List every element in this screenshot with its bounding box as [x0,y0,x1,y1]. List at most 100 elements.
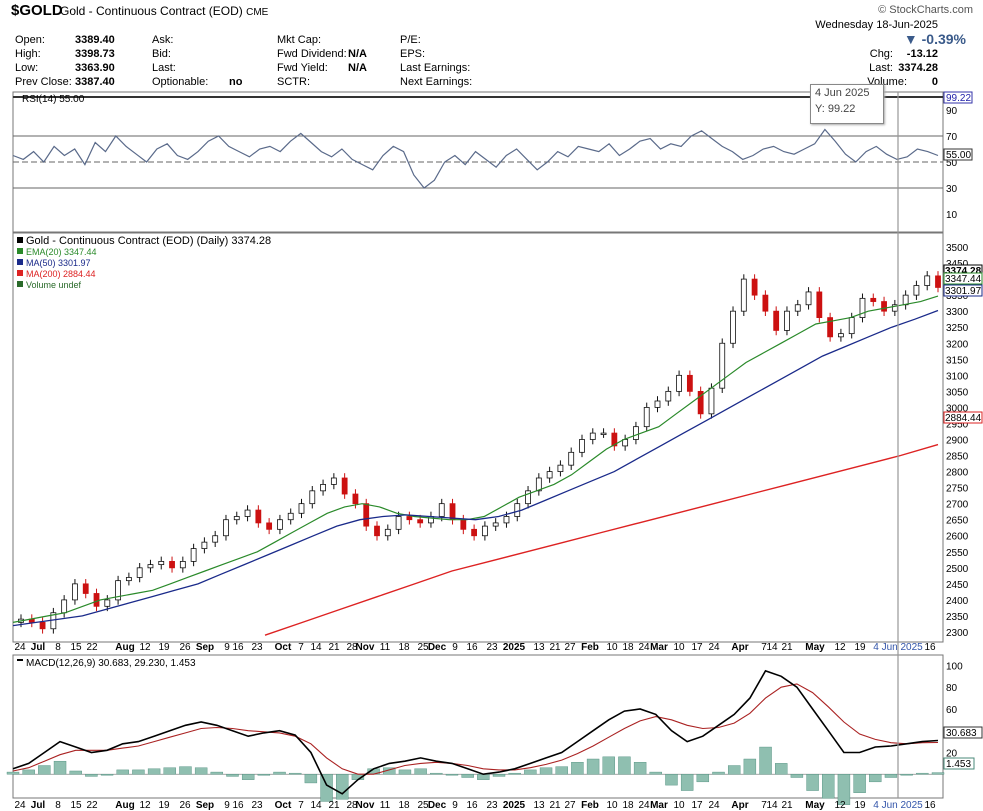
macd-hist-bar [304,774,318,784]
macd-hist-bar [618,756,631,775]
candle-body [719,342,726,389]
candle-body [223,519,229,537]
candle-body [395,516,402,530]
price-ytick: 2300 [946,628,969,639]
candle-body [125,577,132,582]
crosshair-tooltip: 4 Jun 2025 Y: 99.22 [810,84,884,124]
macd-hist-bar [727,765,741,775]
macd-xtick: 9 [224,800,230,811]
fwd-yield-label: Fwd Yield: [277,62,328,74]
price-xtick: Aug [115,642,134,653]
macd-hist-bar [743,758,757,775]
prev-close-label: Prev Close: [15,76,72,88]
macd-xtick: Aug [115,800,134,811]
price-ytick: 2550 [946,548,969,559]
macd-hist-bar [696,774,710,783]
candle-body [773,310,780,331]
macd-xtick: 14 [310,800,322,811]
price-xtick: 16 [466,642,478,653]
price-xtick: 27 [564,642,576,653]
fwd-yield-value: N/A [348,62,367,74]
candle-body [870,297,877,302]
macd-hist-bar [869,774,882,783]
ema20-line [12,295,939,623]
price-ytick: 2650 [946,516,969,527]
candle-body [82,583,89,594]
price-xtick: 15 [70,642,82,653]
price-xtick: Feb [581,642,599,653]
macd-xtick: 23 [486,800,498,811]
macd-xtick: Feb [581,800,599,811]
candle-body [363,503,370,527]
candle-body [417,519,424,524]
macd-xtick: Dec [428,800,447,811]
rsi-title: RSI(14) 55.00 [22,94,85,105]
candle-body [902,294,909,306]
macd-xtick: 24 [14,800,26,811]
macd-hist-bar [916,772,929,775]
candle-body [600,432,607,435]
price-xtick: 12 [834,642,846,653]
price-ytick: 2350 [946,612,969,623]
macd-xtick: 12 [834,800,846,811]
macd-xtick: May [805,800,825,811]
price-xtick: 24 [14,642,26,653]
macd-hist-bar [477,774,490,780]
candle-body [805,291,812,306]
macd-xtick: 23 [251,800,263,811]
price-ytick: 2950 [946,419,969,430]
candle-body [471,528,478,537]
macd-xtick: 16 [924,800,936,811]
price-xtick: 14 [310,642,322,653]
rsi-panel: 90 70 50 30 10 RSI(14) 55.00 55.00 99.22 [12,91,973,221]
macd-hist-bar [790,774,804,778]
price-panel: 3500345034003350330032503200315031003050… [12,235,983,639]
candle-body [212,535,219,543]
price-xtick: 2025 [503,642,526,653]
candle-body [115,580,121,601]
price-ytick: 3150 [946,355,969,366]
candle-body [568,451,575,466]
rsi-cross-tag-box [943,91,973,104]
price-tag: 3301.97 [945,286,982,297]
price-xtick: 7 [761,642,767,653]
candle-body [643,407,650,428]
macd-hist-bar [665,774,678,786]
candle-body [525,490,531,505]
legend-entry: EMA(20) 3347.44 [26,247,97,257]
macd-tag: 30.683 [946,728,977,739]
candle-body [93,593,100,607]
candle-body [449,503,456,521]
candle-body [72,583,78,601]
price-xtick: 21 [328,642,340,653]
price-xtick: 11 [380,642,391,653]
candle-body [827,317,834,338]
price-tag: 3374.28 [945,266,982,277]
candle-body [320,484,326,492]
macd-hist-bar [853,774,866,793]
price-xtick: 25 [417,642,429,653]
macd-xtick: 25 [417,800,429,811]
macd-hist-bar [179,766,192,775]
candle-body [104,599,111,607]
price-tag-box [943,411,983,424]
macd-hist-bar [38,765,51,775]
open-label: Open: [15,34,45,46]
legend-entry: MA(50) 3301.97 [26,258,91,268]
price-xtick: Dec [428,642,447,653]
change-percent: ▼ -0.39% [903,31,966,47]
price-ytick: 3500 [946,243,969,254]
candle-body [838,333,844,338]
price-xtick: 19 [158,642,170,653]
candle-body [686,374,693,392]
macd-xtick: 16 [466,800,478,811]
pe-label: P/E: [400,34,421,46]
macd-hist-bar [6,771,20,775]
candle-body [708,387,715,415]
price-ytick: 3050 [946,387,969,398]
macd-xtick: 9 [452,800,458,811]
macd-hist-bar [775,763,788,775]
macd-xtick: 22 [86,800,98,811]
chg-value: -13.12 [906,48,938,60]
